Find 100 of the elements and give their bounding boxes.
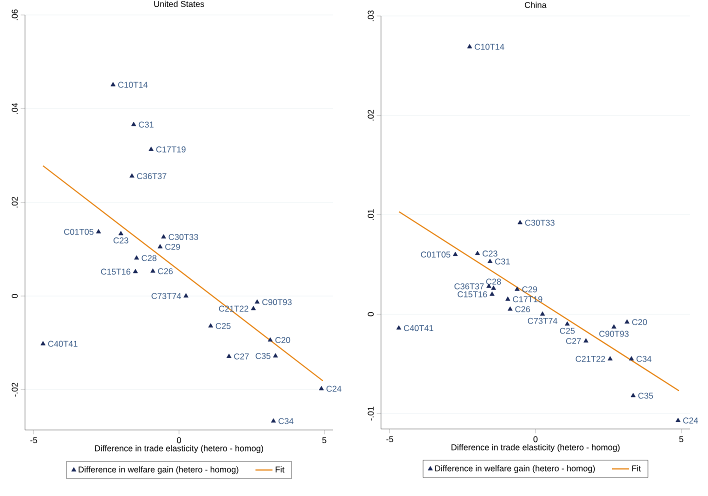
annotation: C28: [142, 255, 156, 262]
y-tick-label: .04: [12, 103, 18, 114]
chart-title: China: [524, 2, 547, 8]
point: [250, 306, 256, 310]
annotation: C31: [495, 258, 510, 264]
point: [611, 324, 616, 329]
annotation: C26: [158, 268, 173, 274]
x-tick-label: 0: [176, 437, 182, 444]
point: [184, 293, 188, 298]
point: [134, 255, 140, 260]
point: [318, 386, 324, 390]
point: [208, 323, 214, 328]
annotation: C31: [138, 122, 154, 128]
annotation: C25: [216, 323, 231, 329]
y-tick-label: .01: [368, 209, 374, 220]
point: [488, 258, 492, 263]
annotation: C17T19: [156, 146, 186, 152]
legend-label: Fit: [632, 465, 641, 472]
legend-label: Difference in welfare gain (hetero - homog): [78, 466, 238, 474]
x-tick-label: -5: [30, 437, 38, 444]
point: [40, 341, 46, 346]
annotation: C20: [275, 337, 290, 344]
point: [514, 286, 520, 291]
y-tick-label: .02: [12, 196, 18, 208]
annotation: C73T74: [152, 293, 182, 300]
y-tick-label: .02: [368, 110, 374, 120]
point: [584, 338, 588, 343]
annotation: C27: [566, 338, 581, 344]
y-tick-label: .03: [368, 10, 374, 22]
point: [467, 44, 472, 48]
point: [452, 252, 458, 256]
annotation: C29: [165, 244, 180, 250]
annotation: C40T41: [48, 340, 78, 347]
y-tick-label: 0: [368, 312, 374, 316]
y-tick-label: .06: [12, 9, 18, 20]
annotation: C30T33: [168, 234, 198, 240]
point: [628, 356, 634, 360]
annotation: C01T05: [64, 228, 94, 235]
annotation: C10T14: [118, 82, 148, 88]
point: [564, 321, 570, 326]
y-tick-label: -.01: [368, 406, 374, 420]
point: [268, 337, 273, 342]
annotation: C30T33: [525, 220, 555, 226]
annotation: C34: [636, 356, 652, 362]
legend-label: Fit: [276, 466, 284, 472]
point: [161, 234, 166, 238]
point: [630, 392, 636, 398]
x-tick-label: -5: [386, 436, 394, 442]
point: [540, 311, 545, 316]
annotation: C21T22: [576, 356, 606, 362]
point: [131, 122, 136, 126]
annotation: C40T41: [404, 325, 434, 332]
chart-title: United States: [154, 0, 204, 7]
legend-label: Difference in welfare gain (hetero - homog): [435, 465, 595, 474]
point: [676, 418, 680, 422]
point: [132, 268, 138, 274]
y-tick-label: 0: [12, 294, 18, 298]
annotation: C27: [234, 353, 249, 360]
point: [150, 268, 156, 273]
point: [518, 220, 523, 224]
point: [118, 230, 124, 236]
annotation: C28: [486, 278, 501, 285]
point: [505, 296, 510, 301]
point: [129, 173, 134, 178]
point: [226, 354, 232, 358]
point: [508, 306, 513, 311]
x-tick-label: 0: [533, 436, 538, 442]
x-axis-title: Difference in trade elasticity (hetero - homog): [95, 445, 264, 453]
annotation: C35: [638, 392, 654, 399]
annotation: C90T93: [599, 330, 629, 337]
point: [491, 286, 496, 290]
point: [271, 418, 276, 423]
x-tick-label: 5: [322, 437, 326, 444]
point: [475, 250, 480, 256]
annotation: C35: [256, 352, 270, 359]
annotation: C24: [683, 418, 698, 424]
annotation: C23: [482, 250, 498, 257]
annotation: C36T37: [454, 283, 484, 290]
x-tick-label: 5: [679, 436, 684, 442]
point: [490, 292, 495, 296]
point: [148, 146, 154, 151]
y-tick-label: -.02: [12, 382, 18, 397]
point: [608, 356, 613, 360]
annotation: C36T37: [137, 173, 166, 180]
point: [254, 299, 260, 304]
annotation: C01T05: [420, 252, 450, 258]
point: [396, 325, 402, 330]
annotation: C10T14: [474, 44, 504, 50]
x-axis-title: Difference in trade elasticity (hetero - homog): [452, 444, 620, 452]
annotation: C23: [114, 237, 128, 244]
point: [110, 82, 116, 86]
annotation: C24: [326, 386, 342, 392]
annotation: C20: [632, 319, 647, 326]
annotation: C25: [560, 328, 575, 334]
point: [96, 229, 101, 234]
annotation: C15T16: [101, 268, 130, 275]
point: [158, 244, 163, 248]
point: [273, 353, 278, 358]
annotation: C26: [515, 306, 530, 312]
annotation: C90T93: [262, 299, 292, 306]
